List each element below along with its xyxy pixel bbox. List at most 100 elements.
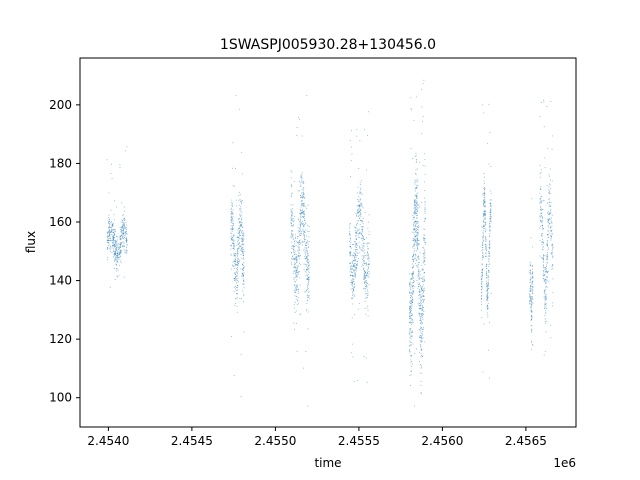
- data-point: [235, 199, 237, 201]
- data-point: [540, 206, 541, 208]
- data-point: [359, 246, 361, 248]
- data-point: [352, 280, 354, 282]
- data-point: [424, 218, 426, 220]
- data-point: [295, 292, 297, 294]
- data-point: [548, 220, 549, 222]
- data-point: [120, 221, 122, 223]
- data-point: [540, 188, 542, 190]
- data-point: [108, 223, 110, 224]
- data-point: [242, 254, 244, 256]
- data-point: [364, 282, 365, 284]
- data-point: [490, 166, 492, 167]
- data-point: [235, 95, 237, 97]
- data-point: [546, 257, 548, 259]
- data-point: [531, 331, 533, 333]
- data-point: [236, 287, 238, 288]
- data-point: [416, 203, 418, 204]
- data-point: [108, 230, 110, 232]
- data-point: [126, 250, 128, 252]
- data-point: [351, 292, 353, 294]
- data-point: [542, 241, 543, 242]
- data-point: [489, 132, 491, 134]
- data-point: [238, 248, 240, 250]
- data-point: [238, 199, 240, 201]
- data-point: [482, 252, 484, 254]
- data-point: [351, 280, 353, 282]
- data-point: [291, 241, 293, 243]
- data-point: [529, 295, 531, 297]
- data-point: [481, 286, 482, 287]
- data-point: [125, 238, 127, 240]
- data-point: [356, 268, 357, 270]
- data-point: [303, 230, 305, 232]
- data-point: [235, 270, 237, 272]
- data-point: [242, 264, 243, 266]
- data-point: [350, 268, 352, 269]
- data-point: [418, 240, 420, 241]
- data-point: [241, 275, 243, 277]
- data-point: [352, 272, 353, 273]
- data-point: [237, 236, 239, 238]
- data-point: [411, 300, 413, 302]
- data-point: [354, 260, 356, 262]
- data-point: [542, 228, 544, 230]
- data-point: [409, 283, 411, 284]
- data-point: [540, 209, 542, 210]
- data-point: [419, 305, 420, 307]
- data-point: [413, 228, 415, 230]
- data-point: [112, 223, 114, 225]
- data-point: [418, 271, 420, 272]
- data-point: [416, 96, 418, 98]
- data-point: [121, 242, 122, 244]
- data-point: [349, 252, 351, 254]
- data-point: [291, 225, 293, 227]
- data-point: [424, 264, 426, 265]
- data-point: [358, 206, 360, 208]
- data-point: [362, 256, 364, 258]
- data-point: [292, 246, 294, 248]
- data-point: [550, 205, 552, 207]
- data-point: [364, 262, 366, 264]
- data-point: [241, 250, 242, 252]
- data-point: [411, 331, 413, 333]
- data-point: [126, 146, 128, 148]
- data-point: [415, 173, 417, 175]
- data-point: [483, 220, 485, 222]
- data-point: [413, 290, 414, 292]
- data-point: [111, 221, 112, 223]
- data-point: [368, 234, 370, 235]
- data-point: [237, 232, 239, 234]
- data-point: [488, 259, 490, 260]
- data-point: [232, 213, 234, 215]
- data-point: [543, 254, 544, 256]
- data-point: [295, 281, 296, 283]
- data-point: [233, 247, 234, 249]
- data-point: [420, 364, 422, 366]
- data-point: [307, 259, 309, 261]
- data-point: [424, 217, 426, 219]
- data-point: [308, 282, 310, 283]
- data-point: [416, 234, 418, 236]
- data-point: [361, 180, 363, 182]
- data-point: [304, 219, 306, 221]
- data-point: [490, 192, 492, 194]
- data-point: [235, 288, 237, 290]
- data-point: [414, 217, 415, 219]
- data-point: [107, 256, 109, 258]
- data-point: [302, 212, 304, 214]
- data-point: [234, 277, 236, 279]
- data-point: [111, 224, 113, 226]
- data-point: [298, 247, 300, 249]
- data-point: [424, 158, 426, 160]
- data-point: [545, 286, 546, 288]
- data-point: [424, 209, 426, 211]
- data-point: [355, 246, 357, 248]
- data-point: [414, 238, 415, 240]
- data-point: [349, 223, 351, 224]
- data-point: [300, 235, 302, 236]
- data-point: [119, 253, 120, 255]
- data-point: [529, 299, 531, 301]
- data-point: [307, 285, 309, 287]
- data-point: [541, 169, 542, 171]
- data-point: [241, 230, 243, 232]
